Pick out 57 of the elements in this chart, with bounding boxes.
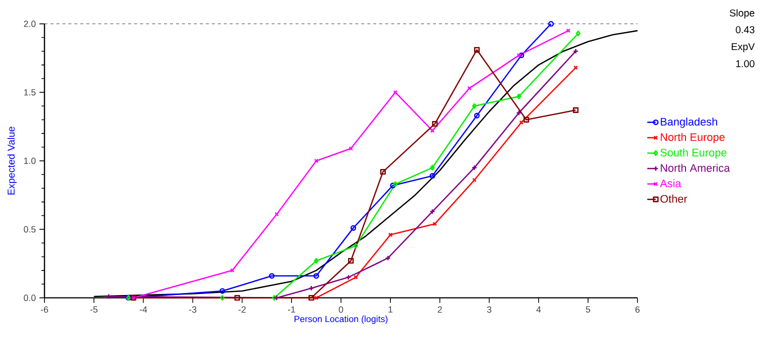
point [518, 52, 524, 58]
point [474, 112, 480, 118]
point [380, 168, 386, 175]
point [350, 225, 356, 231]
text: ExpV [732, 43, 755, 52]
point [308, 294, 314, 301]
x-tick-label: 2 [438, 306, 442, 313]
point [268, 273, 275, 279]
y-tick-label: 0.5 [24, 226, 36, 233]
x-tick-label: 0 [338, 306, 344, 313]
x-tick-label: 4 [536, 306, 541, 313]
x-tick-label: -4 [140, 306, 148, 313]
text: 0.43 [736, 26, 754, 34]
y-tick-label: 2.0 [24, 20, 36, 28]
point [313, 273, 320, 279]
y-tick-label: 1.0 [24, 158, 36, 164]
point [348, 258, 354, 264]
point [314, 258, 319, 264]
x-tick-label: -6 [40, 306, 48, 313]
legend-label: Bangladesh [660, 118, 718, 128]
legend-label: Other [660, 194, 688, 203]
x-tick-label: 6 [635, 306, 640, 313]
x-tick-label: 5 [586, 306, 590, 313]
point [390, 182, 396, 188]
point [393, 181, 398, 187]
legend-label: Asia [660, 179, 682, 188]
text: Slope [730, 9, 754, 18]
point [220, 288, 226, 294]
point [388, 232, 393, 238]
x-tick-label: 3 [487, 306, 492, 313]
y-tick-label: 0.0 [24, 294, 36, 302]
point [432, 120, 438, 127]
point [430, 164, 435, 171]
x-tick-label: 1 [388, 306, 392, 313]
text: 1.00 [736, 60, 754, 68]
y-axis-title: Expected Value [7, 126, 17, 195]
point [516, 110, 522, 116]
point [220, 294, 225, 301]
legend-label: South Europe [660, 148, 726, 159]
x-axis-title: Person Location (logits) [294, 316, 388, 324]
point [474, 47, 480, 53]
point [354, 242, 358, 249]
legend-label: North Europe [660, 132, 725, 144]
point [234, 294, 240, 301]
x-tick-label: -5 [90, 306, 98, 313]
legend-label: North America [660, 164, 730, 172]
point [516, 94, 522, 100]
point [472, 178, 477, 182]
point [272, 294, 277, 301]
point [523, 116, 530, 123]
y-tick-label: 1.5 [24, 89, 36, 96]
point [430, 173, 436, 179]
x-tick-label: -1 [288, 306, 296, 313]
x-tick-label: -3 [189, 306, 196, 313]
point [472, 103, 477, 109]
point [430, 128, 435, 133]
x-tick-label: -2 [238, 306, 246, 313]
